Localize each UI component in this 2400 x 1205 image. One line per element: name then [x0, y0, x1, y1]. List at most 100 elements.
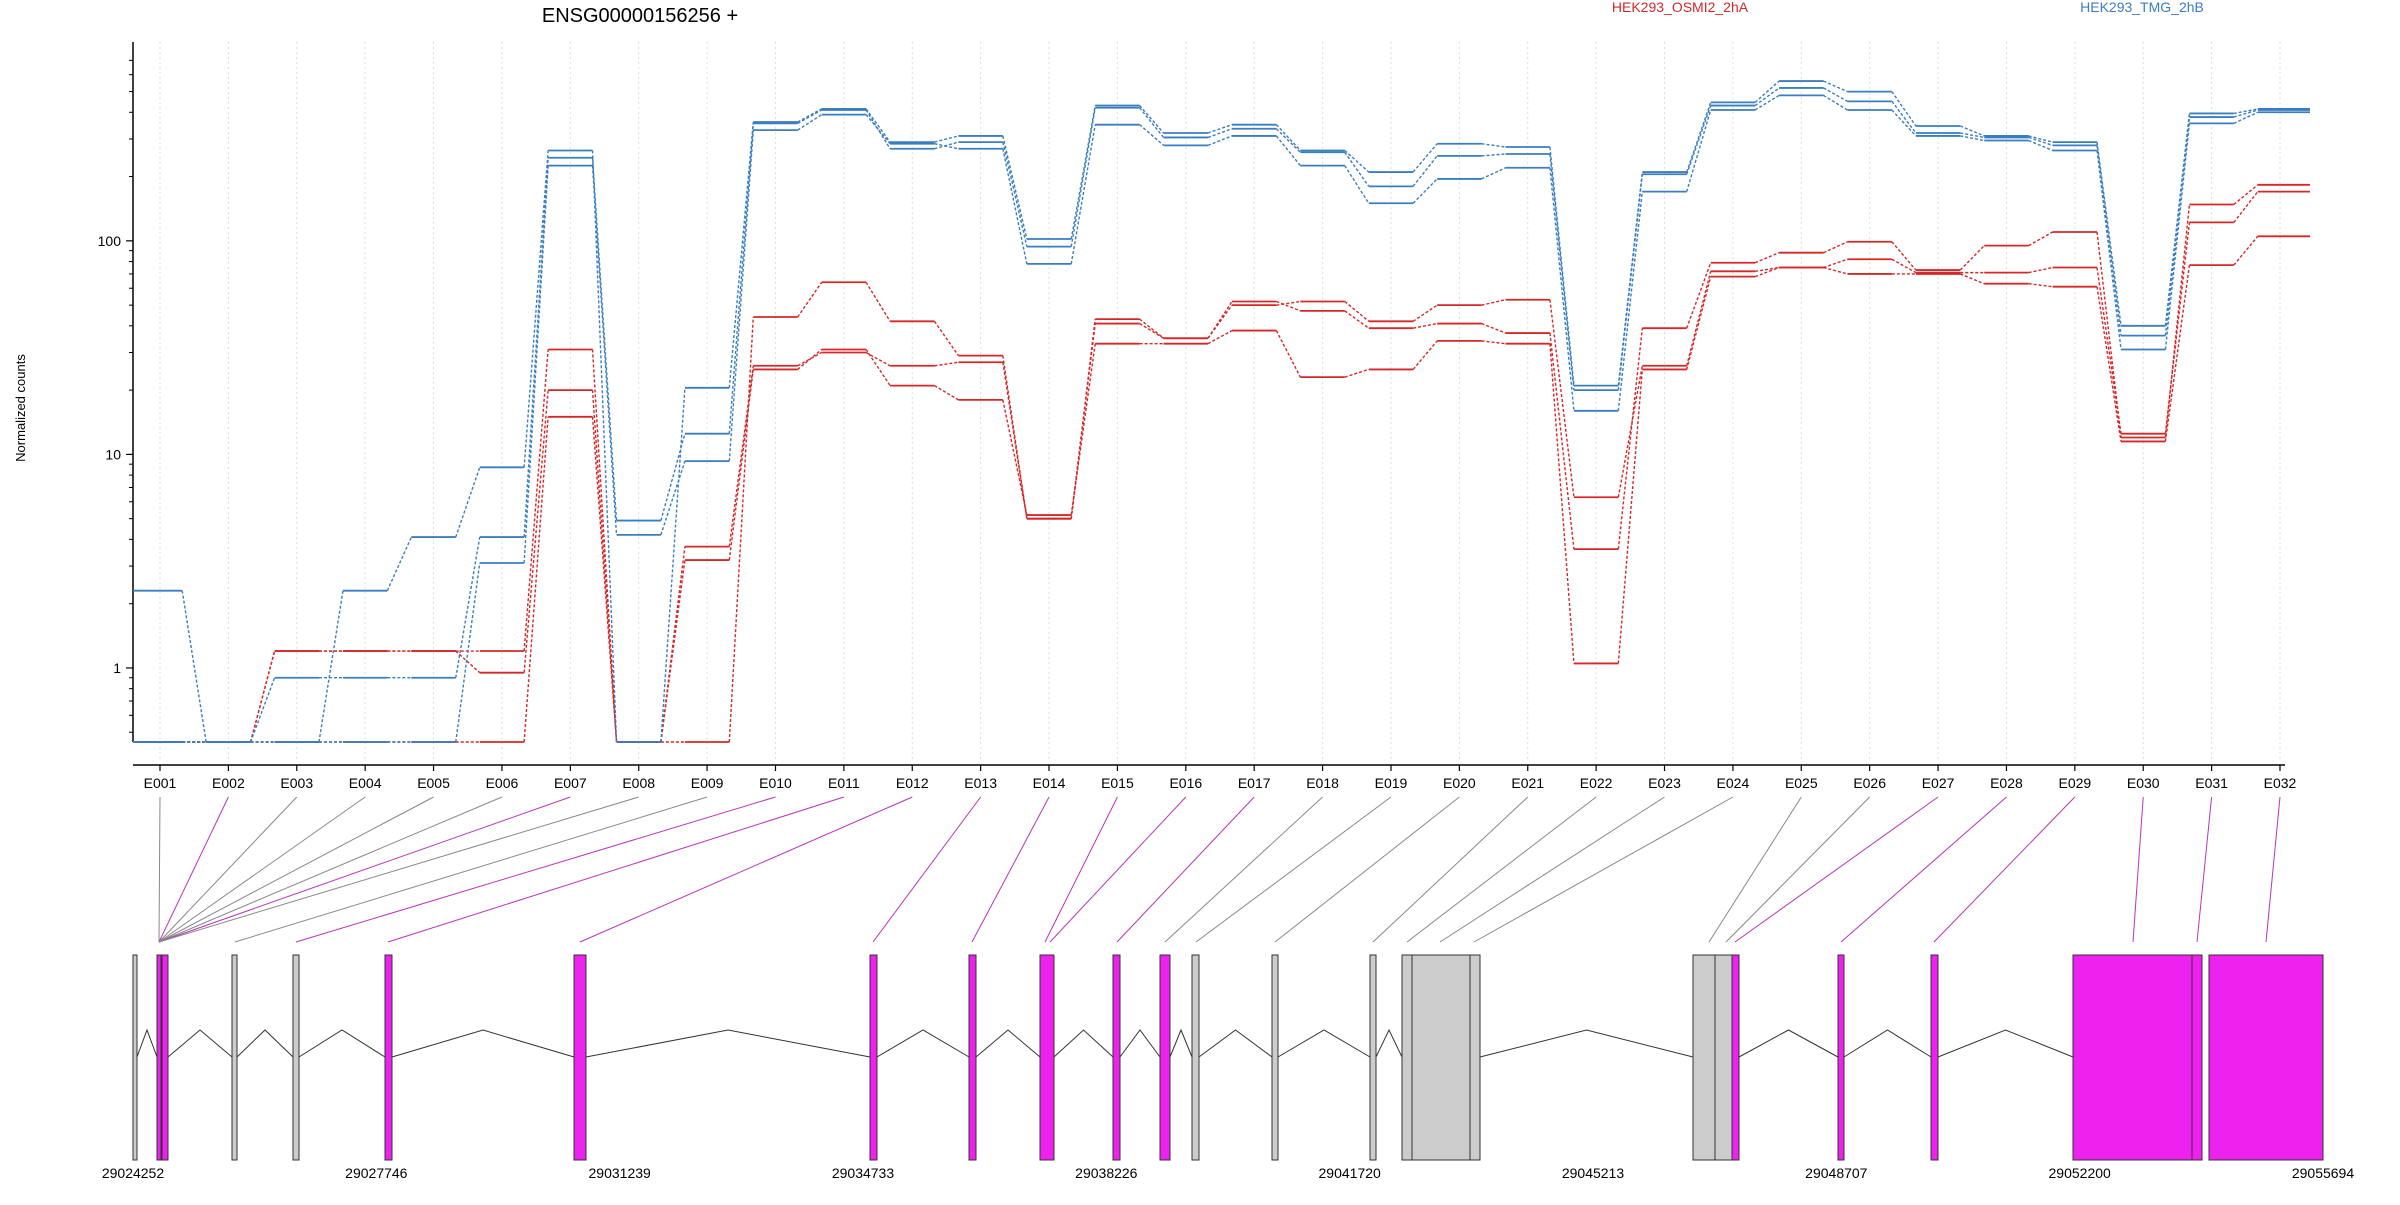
connector-e004: [158, 796, 366, 943]
series-connector: [1686, 262, 1712, 329]
series-connector: [865, 281, 891, 322]
series-connector: [933, 320, 960, 357]
gene-exon-box: [1191, 954, 1200, 1161]
connector-e020: [1274, 796, 1460, 943]
x-tick-label-e031: E031: [2195, 775, 2228, 791]
series-connector: [1891, 109, 1917, 137]
gene-exon-box: [1159, 954, 1171, 1161]
series-connector: [1823, 241, 1848, 254]
series-connector: [523, 157, 549, 538]
series-connector: [1344, 300, 1370, 322]
genomic-coordinate-label: 29045213: [1562, 1165, 1625, 1181]
connector-e028: [1840, 796, 2007, 943]
x-tick-label-e005: E005: [417, 775, 450, 791]
connector-e024: [1473, 796, 1734, 943]
series-connector: [934, 143, 959, 150]
series-connector: [1344, 368, 1369, 378]
series-connector: [1344, 149, 1370, 173]
gene-exon-box: [132, 954, 138, 1161]
series-4: [133, 87, 2310, 743]
series-connector: [1959, 245, 1985, 271]
x-tick-label-e032: E032: [2264, 775, 2297, 791]
series-connector: [728, 123, 754, 434]
series-connector: [1754, 80, 1780, 103]
x-tick-label-e004: E004: [349, 775, 382, 791]
series-connector: [2096, 286, 2122, 442]
series-5: [133, 80, 2310, 743]
series-connector: [1686, 271, 1712, 366]
gene-intron-line: [1738, 1029, 1839, 1058]
series-connector: [1617, 369, 1644, 664]
x-tick-label-e011: E011: [828, 775, 860, 791]
series-connector: [591, 416, 618, 743]
series-connector: [1070, 107, 1096, 247]
series-connector: [1959, 273, 1985, 285]
series-connector: [1412, 143, 1438, 173]
gene-exon-box: [384, 954, 393, 1161]
x-tick-label-e016: E016: [1169, 775, 1202, 791]
connector-e012: [579, 796, 913, 943]
gene-intron-line: [1937, 1029, 2074, 1058]
gene-exon-box: [231, 954, 238, 1161]
connector-e016: [1049, 796, 1187, 943]
connector-e006: [158, 796, 503, 943]
gene-exon-box: [1469, 954, 1481, 1161]
series-connector: [1275, 135, 1301, 167]
x-tick-label-e025: E025: [1785, 775, 1818, 791]
gene-exon-box: [1271, 954, 1279, 1161]
series-connector: [1481, 167, 1506, 180]
gene-intron-line: [975, 1029, 1041, 1058]
gene-exon-box: [161, 954, 169, 1161]
genomic-coordinate-label: 29027746: [345, 1165, 408, 1181]
series-connector: [1413, 322, 1438, 329]
series-connector: [660, 546, 686, 743]
x-tick-label-e028: E028: [1990, 775, 2023, 791]
series-connector: [2028, 283, 2053, 288]
connector-e001: [158, 796, 161, 943]
series-connector: [934, 361, 959, 367]
series-connector: [1549, 153, 1575, 391]
gene-intron-line: [1119, 1029, 1161, 1058]
series-connector: [797, 109, 823, 124]
series-connector: [1139, 124, 1165, 146]
gene-exon-box: [869, 954, 878, 1161]
series-connector: [1275, 124, 1301, 151]
gene-exon-box: [292, 954, 300, 1161]
series-3: [133, 94, 2310, 743]
genomic-coordinate-label: 29038226: [1075, 1165, 1138, 1181]
series-connector: [591, 390, 618, 743]
x-tick-label-e008: E008: [622, 775, 655, 791]
connector-e015: [1044, 796, 1118, 943]
series-connector: [1549, 167, 1575, 411]
series-connector: [2028, 231, 2053, 247]
exon-connector-lines: [158, 796, 2281, 943]
connector-e029: [1933, 796, 2076, 943]
series-connector: [728, 121, 754, 388]
series-connector: [2028, 136, 2053, 147]
legend-label-osmi: HEK293_OSMI2_2hA: [1612, 0, 1749, 15]
genomic-coordinate-label: 29055694: [2292, 1165, 2355, 1181]
series-connector: [1139, 107, 1165, 138]
series-connector: [728, 316, 754, 743]
series-connector: [1002, 141, 1028, 247]
connector-e002: [158, 796, 229, 943]
series-connector: [797, 281, 823, 318]
gene-exon-box: [573, 954, 587, 1161]
series-connector: [1207, 329, 1233, 345]
series-connector: [591, 349, 618, 743]
x-tick-label-e024: E024: [1717, 775, 1750, 791]
gene-intron-line: [876, 1029, 970, 1058]
series-connector: [1754, 252, 1780, 264]
gene-intron-line: [298, 1029, 386, 1058]
series-connector: [865, 108, 891, 143]
axes: 1 10 100 E001 E002 E003 E004 E005 E006 E007 E008 E0…: [98, 42, 2297, 791]
series-connector: [1617, 365, 1644, 498]
x-tick-label-e001: E001: [144, 775, 177, 791]
series-connector: [523, 349, 549, 652]
series-connector: [455, 536, 481, 678]
series-connector: [797, 114, 823, 131]
gene-exon-box: [1112, 954, 1121, 1161]
series-connector: [2164, 113, 2191, 326]
series-connector: [2164, 264, 2191, 442]
series-connector: [1549, 299, 1575, 498]
